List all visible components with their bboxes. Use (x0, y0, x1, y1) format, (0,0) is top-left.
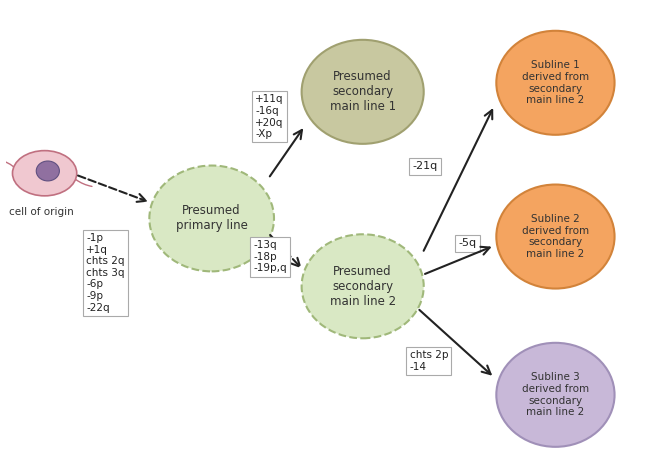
FancyArrowPatch shape (0, 159, 14, 167)
Text: -13q
-18p
-19p,q: -13q -18p -19p,q (254, 240, 287, 273)
Text: chts 2p
-14: chts 2p -14 (410, 350, 448, 372)
Text: Subline 3
derived from
secondary
main line 2: Subline 3 derived from secondary main li… (522, 373, 589, 417)
Text: -21q: -21q (412, 162, 437, 172)
Ellipse shape (302, 40, 424, 144)
Ellipse shape (497, 185, 614, 288)
Text: -5q: -5q (458, 238, 476, 248)
Text: Presumed
secondary
main line 2: Presumed secondary main line 2 (330, 265, 396, 308)
Text: -1p
+1q
chts 2q
chts 3q
-6p
-9p
-22q: -1p +1q chts 2q chts 3q -6p -9p -22q (86, 233, 125, 313)
Ellipse shape (150, 166, 274, 271)
Ellipse shape (302, 234, 424, 339)
Text: Presumed
primary line: Presumed primary line (176, 204, 248, 233)
Ellipse shape (497, 343, 614, 447)
FancyArrowPatch shape (75, 179, 92, 187)
Text: +11q
-16q
+20q
-Xp: +11q -16q +20q -Xp (255, 94, 284, 139)
Text: Subline 2
derived from
secondary
main line 2: Subline 2 derived from secondary main li… (522, 214, 589, 259)
Ellipse shape (12, 151, 77, 196)
Text: cell of origin: cell of origin (9, 207, 73, 217)
Text: Subline 1
derived from
secondary
main line 2: Subline 1 derived from secondary main li… (522, 61, 589, 105)
Text: Presumed
secondary
main line 1: Presumed secondary main line 1 (330, 71, 396, 113)
Ellipse shape (497, 31, 614, 135)
Ellipse shape (36, 161, 59, 181)
